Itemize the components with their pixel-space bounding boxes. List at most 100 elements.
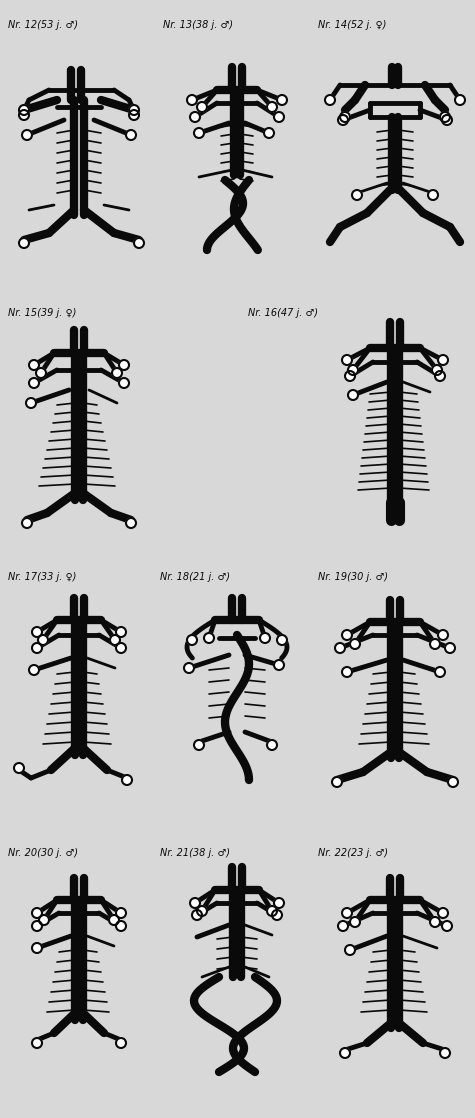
Circle shape [190,112,200,122]
Circle shape [119,378,129,388]
Circle shape [190,898,200,908]
Circle shape [430,917,440,927]
Circle shape [267,906,277,916]
Circle shape [32,1038,42,1048]
Circle shape [116,1038,126,1048]
Circle shape [112,368,122,378]
Circle shape [274,660,284,670]
Circle shape [29,360,39,370]
Circle shape [428,190,438,200]
Circle shape [438,631,448,639]
Text: Nr. 15(39 j. ♀): Nr. 15(39 j. ♀) [8,307,76,318]
Circle shape [345,371,355,381]
Circle shape [22,518,32,528]
Circle shape [19,110,29,120]
Circle shape [342,908,352,918]
Circle shape [442,921,452,931]
Text: Nr. 14(52 j. ♀): Nr. 14(52 j. ♀) [318,20,386,30]
Circle shape [110,635,120,645]
Circle shape [32,627,42,637]
Circle shape [455,95,465,105]
Circle shape [26,398,36,408]
Circle shape [39,915,49,925]
Circle shape [192,910,202,920]
Text: Nr. 13(38 j. ♂): Nr. 13(38 j. ♂) [163,20,233,30]
Circle shape [345,945,355,955]
Circle shape [342,356,352,364]
Circle shape [338,115,348,125]
Circle shape [442,115,452,125]
Circle shape [274,898,284,908]
Text: Nr. 21(38 j. ♂): Nr. 21(38 j. ♂) [160,847,230,858]
Text: Nr. 22(23 j. ♂): Nr. 22(23 j. ♂) [318,847,388,858]
Circle shape [325,95,335,105]
Circle shape [335,643,345,653]
Circle shape [32,908,42,918]
Circle shape [435,371,445,381]
Circle shape [134,238,144,248]
Circle shape [348,390,358,400]
Circle shape [264,127,274,138]
Circle shape [438,908,448,918]
Circle shape [194,127,204,138]
Circle shape [129,105,139,115]
Circle shape [184,663,194,673]
Text: Nr. 19(30 j. ♂): Nr. 19(30 j. ♂) [318,572,388,582]
Circle shape [116,908,126,918]
Circle shape [129,110,139,120]
Text: Nr. 16(47 j. ♂): Nr. 16(47 j. ♂) [248,307,318,318]
Circle shape [14,762,24,773]
Circle shape [350,639,360,650]
Circle shape [126,130,136,140]
Circle shape [445,643,455,653]
Circle shape [22,130,32,140]
Circle shape [260,633,270,643]
Circle shape [197,102,207,112]
Circle shape [435,667,445,678]
Circle shape [432,364,442,375]
Circle shape [277,635,287,645]
Circle shape [267,102,277,112]
Circle shape [116,643,126,653]
Circle shape [277,95,287,105]
Circle shape [38,635,48,645]
Circle shape [267,740,277,750]
Text: Nr. 12(53 j. ♂): Nr. 12(53 j. ♂) [8,20,78,30]
Circle shape [438,356,448,364]
Text: Nr. 18(21 j. ♂): Nr. 18(21 j. ♂) [160,572,230,582]
Circle shape [338,921,348,931]
Circle shape [440,1048,450,1058]
Circle shape [440,112,450,122]
Circle shape [116,627,126,637]
Circle shape [348,364,358,375]
Circle shape [122,775,132,785]
Circle shape [36,368,46,378]
Circle shape [342,631,352,639]
Circle shape [32,921,42,931]
Circle shape [204,633,214,643]
Text: Nr. 20(30 j. ♂): Nr. 20(30 j. ♂) [8,847,78,858]
Circle shape [194,740,204,750]
Circle shape [430,639,440,650]
Circle shape [19,105,29,115]
Circle shape [272,910,282,920]
Circle shape [352,190,362,200]
Circle shape [340,1048,350,1058]
Circle shape [340,112,350,122]
Circle shape [126,518,136,528]
Circle shape [119,360,129,370]
Circle shape [350,917,360,927]
Circle shape [274,112,284,122]
Text: Nr. 17(33 j. ♀): Nr. 17(33 j. ♀) [8,572,76,582]
Circle shape [109,915,119,925]
Circle shape [197,906,207,916]
Circle shape [116,921,126,931]
Circle shape [342,667,352,678]
Circle shape [448,777,458,787]
Circle shape [29,665,39,675]
Circle shape [19,238,29,248]
Circle shape [32,942,42,953]
Circle shape [29,378,39,388]
Circle shape [32,643,42,653]
Circle shape [187,95,197,105]
